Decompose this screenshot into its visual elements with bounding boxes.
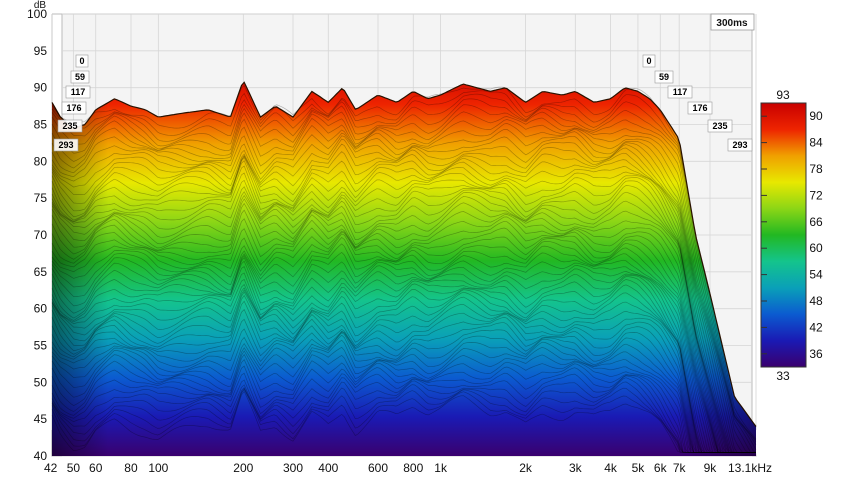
y-tick-label: 70: [34, 228, 48, 242]
waterfall-surface: [51, 81, 757, 457]
time-tag-box-right: [687, 101, 713, 115]
time-tag-left: 176: [66, 103, 81, 113]
x-tick-label: 80: [124, 461, 138, 475]
time-tag-box-left: [57, 119, 83, 133]
x-tick-label: 3k: [569, 461, 583, 475]
window-label: 300ms: [710, 13, 755, 31]
x-tick-label: 6k: [654, 461, 668, 475]
time-tag-box-left: [75, 54, 89, 68]
time-tag-box-left: [53, 138, 79, 152]
y-tick-label: 40: [34, 449, 48, 463]
time-tag-right: 176: [692, 103, 707, 113]
colorbar-tick-label: 78: [809, 162, 823, 176]
y-axis-ticks: 100 95 90 85 80 75 70 65 60 55 50 45 40: [27, 7, 47, 463]
x-tick-label: 800: [403, 461, 423, 475]
y-unit-label: dB: [34, 0, 47, 11]
x-tick-label: 13.1kHz: [728, 461, 772, 475]
time-tag-left: 59: [75, 72, 85, 82]
x-tick-label: 9k: [704, 461, 718, 475]
colorbar-tick-label: 60: [809, 241, 823, 255]
colorbar-ticks: 90 84 78 72 66 60 54 48 42 36: [761, 109, 823, 361]
time-tag-right: 0: [646, 56, 651, 66]
y-tick-label: 75: [34, 191, 48, 205]
y-tick-label: 45: [34, 412, 48, 426]
time-tag-box-right: [727, 138, 753, 152]
y-tick-label: 95: [34, 44, 48, 58]
x-tick-label: 60: [89, 461, 103, 475]
surface-edge-shade: [52, 82, 756, 457]
x-tick-label: 600: [368, 461, 388, 475]
colorbar-tick-label: 54: [809, 268, 823, 282]
y-tick-label: 90: [34, 81, 48, 95]
x-tick-label: 200: [233, 461, 253, 475]
x-tick-label: 100: [148, 461, 168, 475]
x-tick-label: 2k: [519, 461, 533, 475]
time-tag-left: 117: [71, 87, 86, 97]
colorbar-tick-label: 42: [809, 320, 823, 334]
colorbar-min-label: 33: [776, 369, 790, 383]
time-tag-left: 235: [62, 121, 77, 131]
x-tick-label: 300: [283, 461, 303, 475]
time-tag-box-right: [642, 54, 656, 68]
y-tick-label: 100: [27, 7, 47, 21]
colorbar-box: [760, 102, 807, 368]
time-tag-left: 0: [79, 56, 84, 66]
x-tick-label: 5k: [632, 461, 646, 475]
y-tick-label: 80: [34, 154, 48, 168]
y-tick-label: 65: [34, 265, 48, 279]
time-tag-box-left: [70, 70, 90, 84]
colorbar: 93 33 90 84 78 72 66 60 54 48 42 36: [760, 88, 823, 383]
colorbar-tick-label: 36: [809, 347, 823, 361]
x-tick-label: 4k: [604, 461, 618, 475]
colorbar-tick-label: 72: [809, 188, 823, 202]
x-tick-label: 1k: [434, 461, 448, 475]
x-tick-label: 50: [67, 461, 81, 475]
x-axis-ticks: 42 50 60 80 100 200 300 400 600 800 1k 2k 3k 4k 5k 6k 7k…: [44, 461, 772, 475]
time-tag-right: 235: [712, 121, 727, 131]
time-tag-right: 59: [659, 72, 669, 82]
window-label-text: 300ms: [716, 18, 748, 29]
window-label-box: [710, 13, 755, 31]
time-tag-right: 117: [673, 87, 688, 97]
x-tick-label: 42: [44, 461, 58, 475]
colorbar-tick-label: 48: [809, 294, 823, 308]
time-tag-box-right: [654, 70, 674, 84]
time-tag-right: 293: [732, 140, 747, 150]
time-tag-box-right: [707, 119, 733, 133]
time-tag-box-left: [65, 85, 91, 99]
time-tag-box-right: [667, 85, 693, 99]
y-tick-label: 50: [34, 375, 48, 389]
colorbar-max-label: 93: [776, 88, 790, 102]
y-tick-label: 55: [34, 339, 48, 353]
time-slice-labels: 0 0 59 59 117 117 176 176 235 235 293 293: [53, 54, 753, 152]
y-tick-label: 85: [34, 118, 48, 132]
time-tag-left: 293: [58, 140, 73, 150]
y-tick-label: 60: [34, 302, 48, 316]
x-tick-label: 400: [318, 461, 338, 475]
x-tick-label: 7k: [673, 461, 687, 475]
colorbar-tick-label: 90: [809, 109, 823, 123]
colorbar-tick-label: 84: [809, 136, 823, 150]
time-tag-box-left: [61, 101, 87, 115]
colorbar-tick-label: 66: [809, 215, 823, 229]
